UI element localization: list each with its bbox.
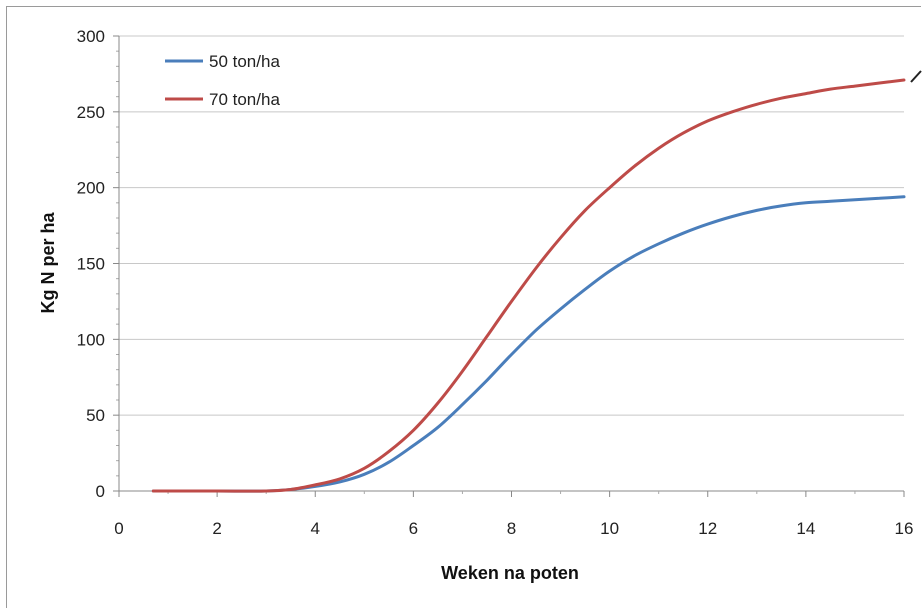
series-lines [151, 78, 906, 493]
y-axis-title: Kg N per ha [38, 212, 58, 314]
x-tick-label: 2 [212, 519, 221, 538]
y-tick-label: 200 [77, 179, 105, 198]
x-tick-label: 6 [409, 519, 418, 538]
y-tick-label: 150 [77, 255, 105, 274]
y-tick-label: 300 [77, 27, 105, 46]
y-tick-label: 50 [86, 406, 105, 425]
legend-label-50-ton: 50 ton/ha [209, 52, 280, 71]
y-tick-label: 100 [77, 330, 105, 349]
axes: 0 50 100 150 200 250 300 0 2 4 6 8 10 12 14 16 [77, 27, 914, 538]
series-line-0 [151, 195, 906, 493]
y-tick-label: 250 [77, 103, 105, 122]
legend: 50 ton/ha 70 ton/ha [165, 52, 280, 109]
y-tick-label: 0 [96, 482, 105, 501]
x-tick-label: 10 [600, 519, 619, 538]
chart-frame [6, 6, 921, 608]
annotation-mark [910, 70, 922, 83]
x-tick-label: 16 [895, 519, 914, 538]
x-tick-label: 12 [698, 519, 717, 538]
x-tick-label: 0 [114, 519, 123, 538]
x-tick-label: 4 [311, 519, 320, 538]
legend-label-70-ton: 70 ton/ha [209, 90, 280, 109]
x-tick-label: 14 [796, 519, 815, 538]
x-tick-label: 8 [507, 519, 516, 538]
x-axis-title: Weken na poten [441, 563, 579, 583]
series-line-1 [151, 78, 906, 493]
gridlines [119, 35, 904, 416]
